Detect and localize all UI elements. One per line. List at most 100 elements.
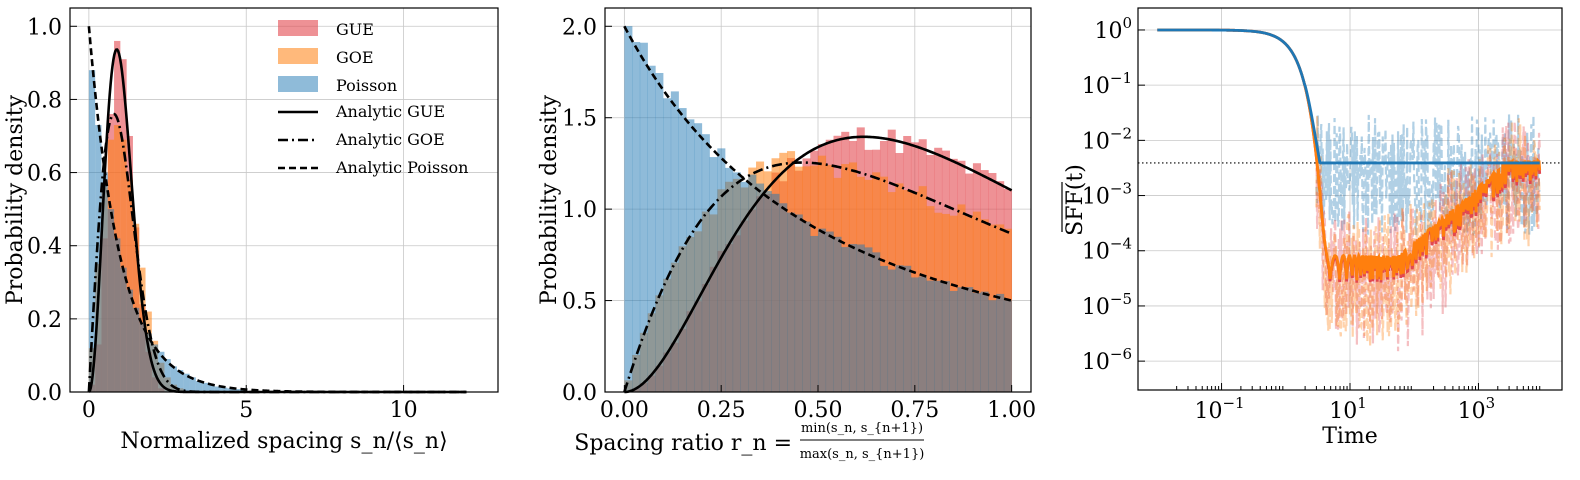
p1-frame [69, 7, 499, 393]
p2-ytick-label: 1.5 [562, 107, 597, 132]
p2-bar-poisson [903, 265, 912, 392]
p2-bar-poisson [879, 265, 889, 392]
p2-bar-poisson [910, 277, 919, 392]
p2-bar-poisson [647, 65, 656, 393]
p2-bar-poisson [756, 183, 765, 392]
p3-xtick-label: 10−1 [1194, 394, 1244, 424]
p1-ytick-label: 0.4 [27, 235, 62, 260]
p3-ticks: 10−1 101 103 100 10−1 10−2 10−3 10−4 10−5 10−6 [1082, 14, 1563, 424]
p2-xlabel: Spacing ratio r_n = min(s_n, s_{n+1}) ma… [574, 421, 924, 462]
p1-bar-poisson [101, 172, 108, 392]
p2-bar-poisson [748, 174, 757, 392]
p2-bar-poisson [663, 98, 672, 392]
p2-ticks: 0.00 0.25 0.50 0.75 1.00 0.0 0.5 1.0 1.5 2.0 [562, 15, 1036, 423]
p2-bar-poisson [732, 172, 741, 392]
p3-xtick-label: 101 [1329, 394, 1367, 424]
p3-series [1138, 28, 1562, 352]
p2-bar-poisson [709, 157, 718, 392]
p1-xtick-label: 5 [239, 398, 253, 423]
p1-curve-analytic-poisson [87, 26, 467, 394]
p2-bar-poisson [771, 193, 780, 392]
p2-curve-analytic-gue [624, 135, 1013, 394]
p1-bar-goe [126, 179, 133, 392]
p2-bar-poisson [965, 287, 974, 392]
p2-bar-poisson [694, 123, 703, 392]
p1-bar-poisson [139, 322, 146, 392]
p2-bar-poisson [686, 119, 695, 392]
legend-label-analytic-poisson: Analytic Poisson [335, 158, 468, 177]
p2-bar-poisson [725, 167, 734, 392]
p1-ytick-label: 0.8 [27, 88, 62, 113]
p1-ytick-label: 1.0 [27, 15, 62, 40]
p1-bar-poisson [221, 387, 228, 392]
p1-bar-poisson [145, 333, 152, 392]
p1-xtick-label: 10 [390, 398, 418, 423]
p3-ylabel-group: SFF(t) [1061, 164, 1088, 236]
p2-bar-poisson [701, 134, 710, 392]
p1-bar-poisson [183, 373, 190, 392]
p2-bar-poisson [670, 91, 679, 393]
p1-bar-poisson [202, 382, 209, 392]
p3-series-raw-gue [1315, 121, 1541, 352]
p1-bar-poisson [233, 389, 240, 392]
p1-ylabel: Probability density [3, 94, 28, 305]
p2-bar-poisson [941, 281, 950, 392]
p2-bar-poisson [763, 191, 772, 392]
p3-ytick-label: 10−5 [1082, 290, 1132, 320]
p1-bar-poisson [195, 381, 203, 392]
p2-bar-poisson [717, 148, 726, 392]
p2-bar-poisson [972, 292, 981, 392]
p2-curve-analytic-poisson [623, 25, 1012, 302]
p2-xlabel-numerator: min(s_n, s_{n+1}) [801, 421, 923, 436]
p2-bar-poisson [988, 300, 997, 392]
p3-ylabel: SFF(t) [1063, 164, 1088, 236]
p2-bar-poisson [895, 265, 904, 392]
p2-bar-poisson [794, 214, 803, 392]
p1-bar-poisson [189, 377, 196, 392]
p2-bar-poisson [864, 247, 873, 392]
p2-xtick-label: 0.50 [794, 398, 843, 423]
p2-bar-poisson [639, 42, 648, 392]
p3-ytick-label: 10−2 [1082, 124, 1132, 154]
p2-bar-poisson [802, 221, 811, 392]
p2-bar-poisson [740, 181, 749, 392]
p2-xtick-label: 0.00 [600, 398, 649, 423]
p1-ticks: 0 5 10 0.0 0.2 0.4 0.6 0.8 1.0 [27, 15, 418, 423]
legend-label-gue: GUE [336, 20, 374, 39]
p1-ytick-label: 0.2 [27, 308, 62, 333]
p1-bar-poisson [208, 384, 215, 392]
p1-bar-poisson [170, 366, 177, 392]
p2-bar-poisson [825, 231, 834, 392]
p2-xlabel-prefix: Spacing ratio r_n = [574, 431, 792, 456]
p2-bar-poisson [934, 280, 943, 392]
p1-bar-poisson [88, 70, 96, 393]
p2-bar-poisson [872, 252, 881, 392]
p1-bar-poisson [120, 267, 127, 392]
p2-bar-poisson [779, 203, 788, 392]
panel-spacing-ratio-distribution: 0.00 0.25 0.50 0.75 1.00 0.0 0.5 1.0 1.5 2.0 Spac… [537, 7, 1036, 462]
p2-ytick-label: 0.0 [562, 381, 597, 406]
legend-label-analytic-gue: Analytic GUE [335, 102, 445, 121]
legend-swatch-poisson [278, 76, 318, 92]
p2-xtick-label: 0.25 [697, 398, 746, 423]
legend-swatch-gue [278, 20, 318, 36]
legend-swatch-goe [278, 48, 318, 64]
p2-curve-analytic-goe [623, 161, 1013, 393]
p2-bar-poisson [655, 72, 664, 393]
p2-xtick-label: 1.00 [987, 398, 1036, 423]
p1-bar-poisson [164, 359, 171, 392]
p2-bar-poisson [632, 42, 641, 392]
p1-analytic-curves [87, 26, 467, 394]
legend-label-goe: GOE [336, 48, 374, 67]
p1-xlabel: Normalized spacing s_n/⟨s_n⟩ [120, 429, 447, 454]
p3-ytick-label: 100 [1094, 14, 1132, 44]
p2-ytick-label: 1.0 [562, 198, 597, 223]
p2-analytic-curves [623, 25, 1013, 394]
p1-bar-poisson [177, 370, 184, 392]
panel-spectral-form-factor: 10−1 101 103 100 10−1 10−2 10−3 10−4 10−5 10−6 Ti… [1061, 7, 1563, 449]
p3-xtick-label: 103 [1458, 394, 1496, 424]
p2-bar-poisson [980, 291, 989, 392]
p2-ylabel: Probability density [537, 94, 562, 305]
p3-ytick-label: 10−4 [1082, 235, 1132, 265]
